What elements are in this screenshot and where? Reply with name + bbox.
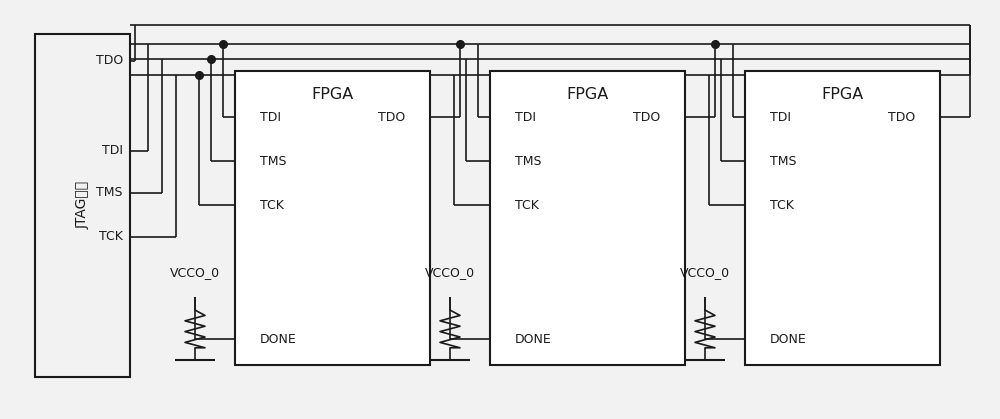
Text: TCK: TCK [99, 230, 123, 243]
Text: TMS: TMS [515, 155, 542, 168]
Text: TDI: TDI [515, 111, 536, 124]
Text: TDO: TDO [888, 111, 915, 124]
Text: TMS: TMS [96, 186, 123, 199]
Text: TDI: TDI [102, 144, 123, 158]
Text: TDO: TDO [378, 111, 405, 124]
Text: JTAG接口: JTAG接口 [76, 181, 90, 229]
Text: TDI: TDI [260, 111, 281, 124]
Text: TDO: TDO [633, 111, 660, 124]
Text: FPGA: FPGA [311, 87, 354, 102]
Text: FPGA: FPGA [821, 87, 864, 102]
Text: TCK: TCK [260, 199, 284, 212]
Text: FPGA: FPGA [566, 87, 609, 102]
Bar [745, 71, 940, 365]
Text: VCCO_0: VCCO_0 [425, 266, 475, 279]
Text: VCCO_0: VCCO_0 [170, 266, 220, 279]
Bar [235, 71, 430, 365]
Text: VCCO_0: VCCO_0 [680, 266, 730, 279]
Text: TDI: TDI [770, 111, 791, 124]
Bar [490, 71, 685, 365]
Text: DONE: DONE [260, 333, 297, 346]
Text: TCK: TCK [515, 199, 539, 212]
Text: TMS: TMS [260, 155, 287, 168]
Text: DONE: DONE [515, 333, 552, 346]
Bar [35, 34, 130, 377]
Text: TDO: TDO [96, 54, 123, 67]
Text: TMS: TMS [770, 155, 796, 168]
Text: DONE: DONE [770, 333, 807, 346]
Text: TCK: TCK [770, 199, 794, 212]
